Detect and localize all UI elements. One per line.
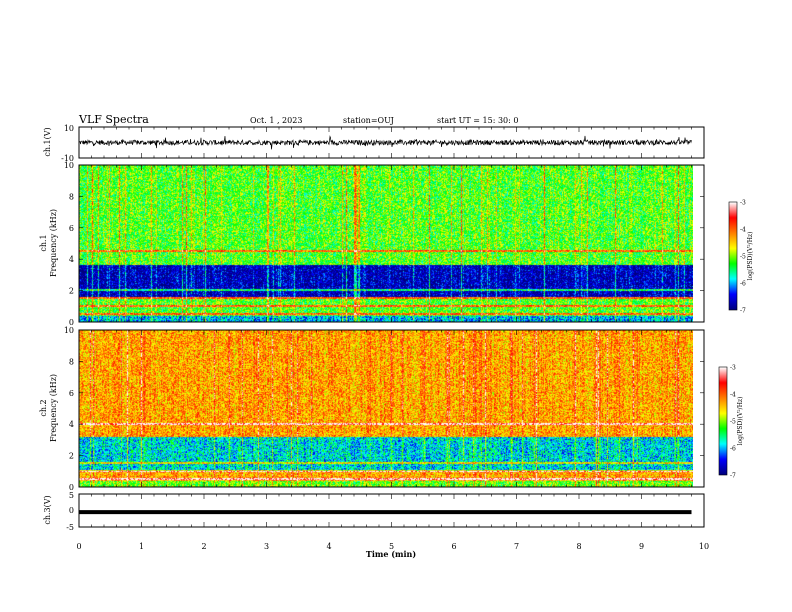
waveform-ch1-trace <box>78 135 692 150</box>
spectrogram-ch2-image <box>79 330 693 487</box>
y-tick-label: 8 <box>69 192 74 201</box>
colorbar-tick-label: -7 <box>740 308 746 315</box>
colorbar-tick-label: -7 <box>730 473 736 480</box>
waveform-ch3-panel: 5 0 -5 ch.3(V) <box>43 491 705 532</box>
spectrogram-ch1-ylabel: Frequency (kHz) <box>49 209 58 277</box>
waveform-ch3-ylabel: ch.3(V) <box>43 495 52 524</box>
y-tick-label: 2 <box>69 287 74 296</box>
x-tick-label: 0 <box>76 542 81 551</box>
x-tick-label: 3 <box>264 542 269 551</box>
figure-title: VLF Spectra <box>78 113 149 126</box>
colorbar-tick-label: -4 <box>740 227 746 234</box>
y-tick-label: 4 <box>69 420 74 429</box>
colorbar-tick-label: -6 <box>740 281 746 288</box>
y-tick-label: 8 <box>69 357 74 366</box>
spectrogram-ch1-image <box>79 165 693 322</box>
x-tick-label: 7 <box>514 542 519 551</box>
x-tick-label: 9 <box>639 542 644 551</box>
waveform-ch1-ytick-bottom: -10 <box>61 154 74 163</box>
colorbar-ch1 <box>729 202 737 310</box>
colorbar-tick-label: -3 <box>730 365 736 372</box>
date-label: Oct. 1 , 2023 <box>250 116 302 125</box>
colorbar-tick-label: -4 <box>730 392 736 399</box>
y-tick-label: 6 <box>69 389 74 398</box>
waveform-ch1-panel: 10 -10 ch.1(V) <box>43 124 705 163</box>
y-tick-label: 0 <box>69 318 74 327</box>
spectrogram-ch1-channel-label: ch.1 <box>39 234 48 251</box>
y-tick-label: 0 <box>69 483 74 492</box>
y-tick-label: 10 <box>64 326 74 335</box>
x-tick-label: 8 <box>576 542 581 551</box>
x-tick-label: 6 <box>451 542 456 551</box>
station-label: station=OUJ <box>343 116 394 125</box>
waveform-ch3-ytick-bottom: -5 <box>66 523 74 532</box>
spectrogram-ch2-ylabel: Frequency (kHz) <box>49 374 58 442</box>
waveform-ch1-ylabel: ch.1(V) <box>43 127 52 156</box>
time-axis-label: Time (min) <box>366 549 416 559</box>
waveform-ch1-ytick-top: 10 <box>64 124 74 133</box>
colorbar-tick-label: -5 <box>740 254 746 261</box>
time-axis: 0 1 2 3 4 5 6 7 8 9 10 <box>76 542 709 551</box>
spectrogram-ch2-channel-label: ch.2 <box>39 399 48 416</box>
waveform-ch3-ytick-mid: 0 <box>69 506 74 515</box>
x-tick-label: 1 <box>139 542 144 551</box>
colorbar-tick-label: -6 <box>730 446 736 453</box>
x-tick-label: 5 <box>389 542 394 551</box>
x-tick-label: 2 <box>201 542 206 551</box>
x-tick-label: 10 <box>699 542 709 551</box>
start-time-label: start UT = 15: 30: 0 <box>437 116 518 125</box>
y-tick-label: 4 <box>69 255 74 264</box>
x-tick-label: 4 <box>326 542 331 551</box>
colorbar-ch2-label: log(PSD)(V²/Hz) <box>737 397 744 446</box>
waveform-ch3-ytick-top: 5 <box>69 491 74 500</box>
y-tick-label: 10 <box>64 161 74 170</box>
y-tick-label: 6 <box>69 224 74 233</box>
y-tick-label: 2 <box>69 452 74 461</box>
colorbar-tick-label: -5 <box>730 419 736 426</box>
colorbar-ch2 <box>719 367 727 475</box>
colorbar-ch1-label: log(PSD)(V²/Hz) <box>747 232 754 281</box>
colorbar-tick-label: -3 <box>740 200 746 207</box>
